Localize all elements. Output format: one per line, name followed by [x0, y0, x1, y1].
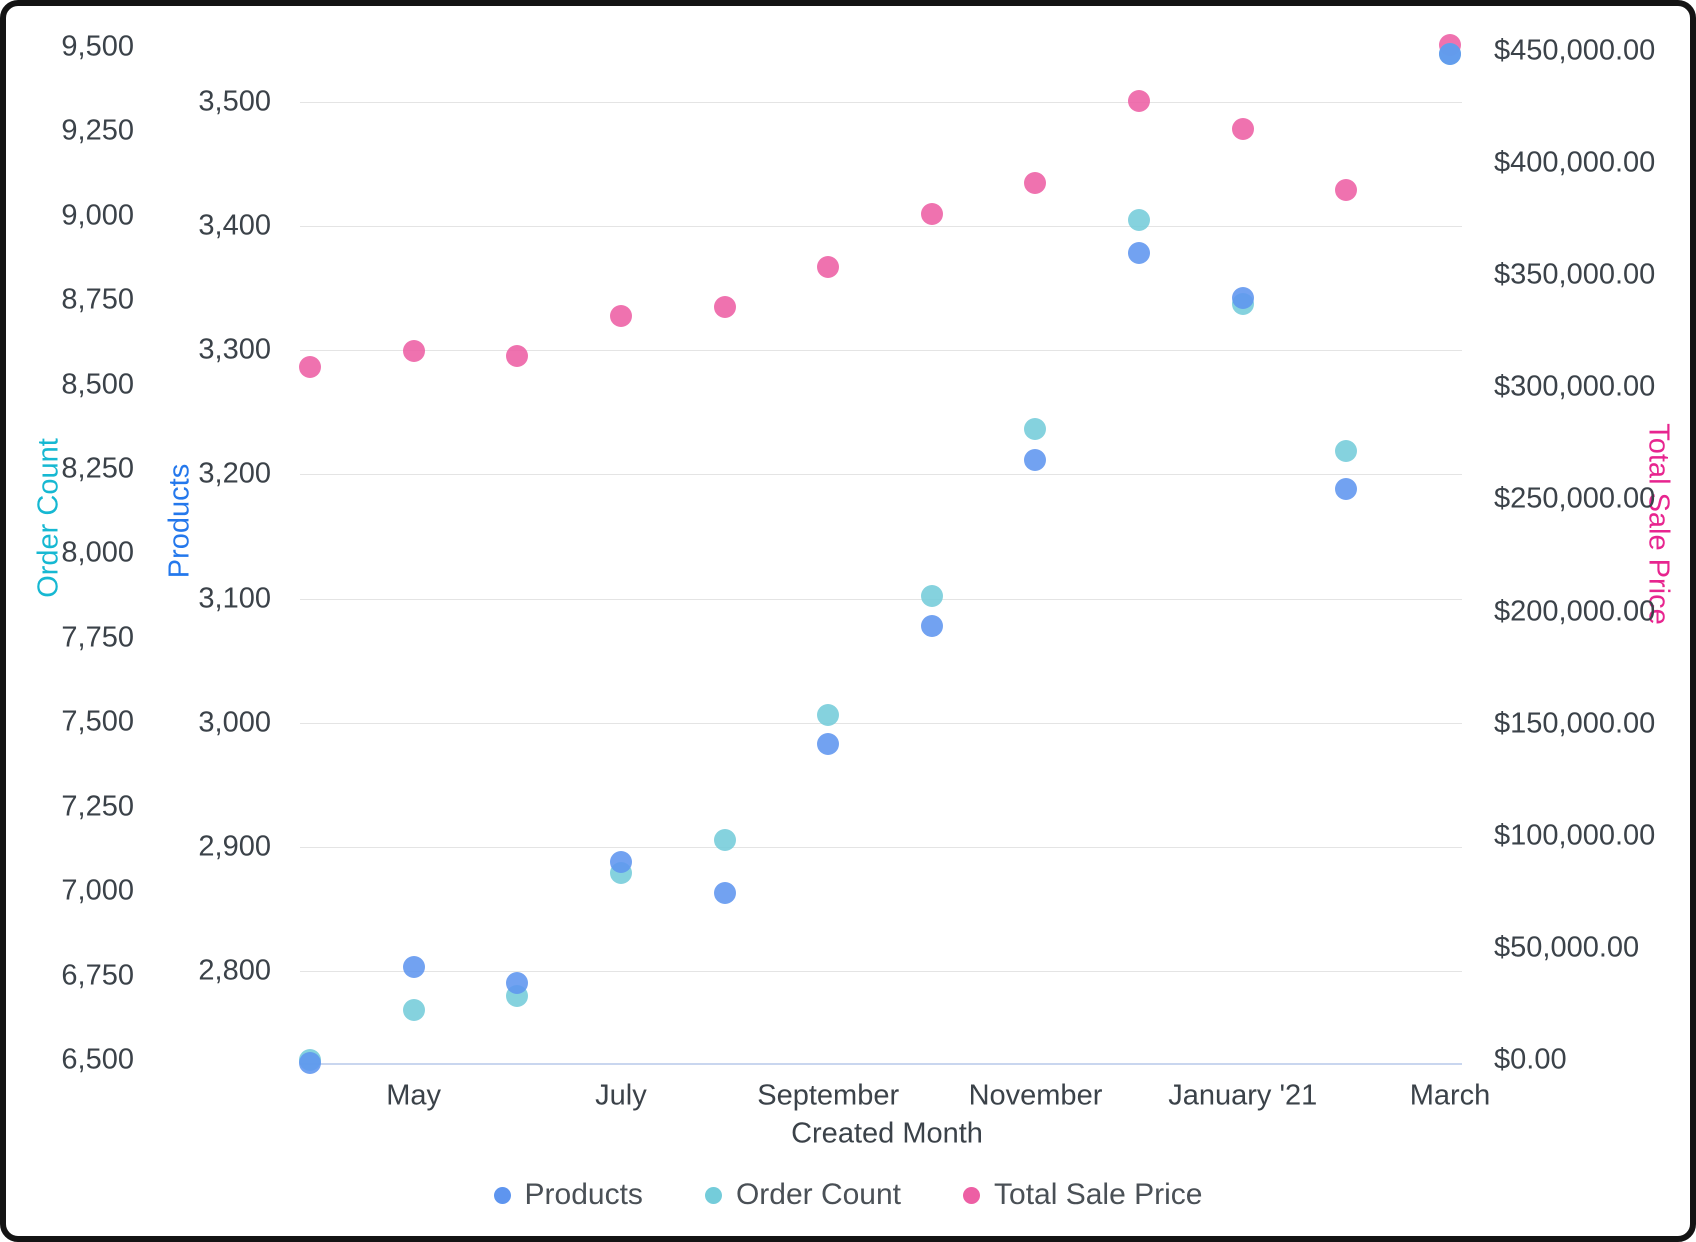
gridline	[300, 101, 1462, 103]
products-tick-label: 3,500	[198, 85, 271, 118]
data-point-products[interactable]	[713, 881, 736, 904]
data-point-order-count[interactable]	[1128, 209, 1151, 232]
gridline	[300, 971, 1462, 972]
data-point-total-sale-price[interactable]	[299, 356, 321, 379]
legend-item-order-count[interactable]: Order Count	[704, 1178, 902, 1212]
products-tick-label: 3,200	[198, 457, 271, 490]
x-tick-label: March	[1409, 1079, 1491, 1112]
data-point-products[interactable]	[299, 1051, 321, 1074]
data-point-products[interactable]	[1439, 42, 1462, 65]
data-point-order-count[interactable]	[920, 585, 943, 608]
legend: Products Order Count Total Sale Price	[6, 1178, 1690, 1212]
axis-baseline	[300, 1063, 1462, 1065]
order-count-tick-label: 7,000	[61, 874, 134, 907]
legend-swatch-icon	[493, 1186, 511, 1204]
data-point-order-count[interactable]	[402, 999, 425, 1022]
products-tick-label: 3,100	[198, 582, 271, 615]
money-tick-label: $300,000.00	[1494, 370, 1656, 403]
data-point-order-count[interactable]	[1335, 439, 1358, 462]
money-tick-label: $350,000.00	[1494, 258, 1656, 291]
money-tick-label: $0.00	[1494, 1043, 1567, 1076]
x-tick-label: May	[386, 1079, 442, 1112]
data-point-total-sale-price[interactable]	[1024, 171, 1047, 194]
order-count-tick-label: 8,250	[61, 452, 134, 485]
x-tick-label: July	[595, 1079, 647, 1112]
legend-label: Products	[524, 1178, 643, 1211]
data-point-products[interactable]	[1128, 242, 1151, 265]
gridline	[300, 598, 1462, 600]
order-count-tick-label: 8,750	[61, 283, 134, 316]
order-count-tick-label: 9,000	[61, 199, 134, 232]
x-tick-label: November	[968, 1079, 1103, 1112]
money-tick-label: $450,000.00	[1494, 34, 1656, 67]
data-point-products[interactable]	[506, 972, 529, 995]
data-point-products[interactable]	[920, 614, 943, 637]
order-count-tick-label: 7,750	[61, 621, 134, 654]
products-tick-label: 3,400	[198, 209, 271, 242]
data-point-products[interactable]	[609, 850, 632, 873]
data-point-total-sale-price[interactable]	[506, 344, 529, 367]
products-tick-label: 2,800	[198, 954, 271, 987]
data-point-products[interactable]	[1335, 478, 1358, 501]
data-point-total-sale-price[interactable]	[713, 296, 736, 319]
money-tick-label: $200,000.00	[1494, 595, 1656, 628]
data-point-total-sale-price[interactable]	[1128, 89, 1151, 112]
order-count-tick-label: 7,500	[61, 705, 134, 738]
money-tick-label: $150,000.00	[1494, 707, 1656, 740]
x-tick-label: September	[757, 1079, 900, 1112]
data-point-products[interactable]	[402, 956, 425, 979]
x-axis-title: Created Month	[791, 1117, 983, 1150]
order-count-tick-label: 8,000	[61, 536, 134, 569]
data-point-order-count[interactable]	[817, 703, 840, 726]
legend-item-total-sale-price[interactable]: Total Sale Price	[963, 1178, 1202, 1212]
data-point-order-count[interactable]	[713, 828, 736, 851]
order-count-tick-label: 9,500	[61, 30, 134, 63]
money-tick-label: $400,000.00	[1494, 146, 1656, 179]
data-point-total-sale-price[interactable]	[402, 340, 425, 363]
data-point-products[interactable]	[817, 732, 840, 755]
money-tick-label: $250,000.00	[1494, 482, 1656, 515]
x-tick-label: January '21	[1168, 1079, 1318, 1112]
gridline	[300, 226, 1462, 228]
axis-title-products: Products	[163, 463, 196, 579]
legend-item-products[interactable]: Products	[493, 1178, 643, 1212]
data-point-total-sale-price[interactable]	[817, 256, 840, 279]
order-count-tick-label: 6,750	[61, 959, 134, 992]
gridline	[300, 846, 1462, 848]
money-tick-label: $50,000.00	[1494, 931, 1640, 964]
data-point-products[interactable]	[1024, 448, 1047, 471]
money-tick-label: $100,000.00	[1494, 819, 1656, 852]
data-point-order-count[interactable]	[1024, 417, 1047, 440]
legend-swatch-icon	[704, 1186, 722, 1204]
gridline	[300, 350, 1462, 352]
products-tick-label: 3,000	[198, 706, 271, 739]
order-count-tick-label: 7,250	[61, 790, 134, 823]
legend-swatch-icon	[963, 1186, 981, 1204]
order-count-tick-label: 6,500	[61, 1043, 134, 1076]
data-point-total-sale-price[interactable]	[609, 305, 632, 328]
data-point-products[interactable]	[1231, 287, 1254, 310]
data-point-total-sale-price[interactable]	[1335, 178, 1358, 201]
data-point-total-sale-price[interactable]	[1231, 117, 1254, 140]
data-point-total-sale-price[interactable]	[920, 203, 943, 226]
legend-label: Order Count	[735, 1178, 902, 1211]
products-tick-label: 2,900	[198, 830, 271, 863]
gridline	[300, 474, 1462, 476]
products-tick-label: 3,300	[198, 333, 271, 366]
legend-label: Total Sale Price	[994, 1178, 1203, 1211]
gridline	[300, 722, 1462, 724]
order-count-tick-label: 8,500	[61, 368, 134, 401]
order-count-tick-label: 9,250	[61, 114, 134, 147]
